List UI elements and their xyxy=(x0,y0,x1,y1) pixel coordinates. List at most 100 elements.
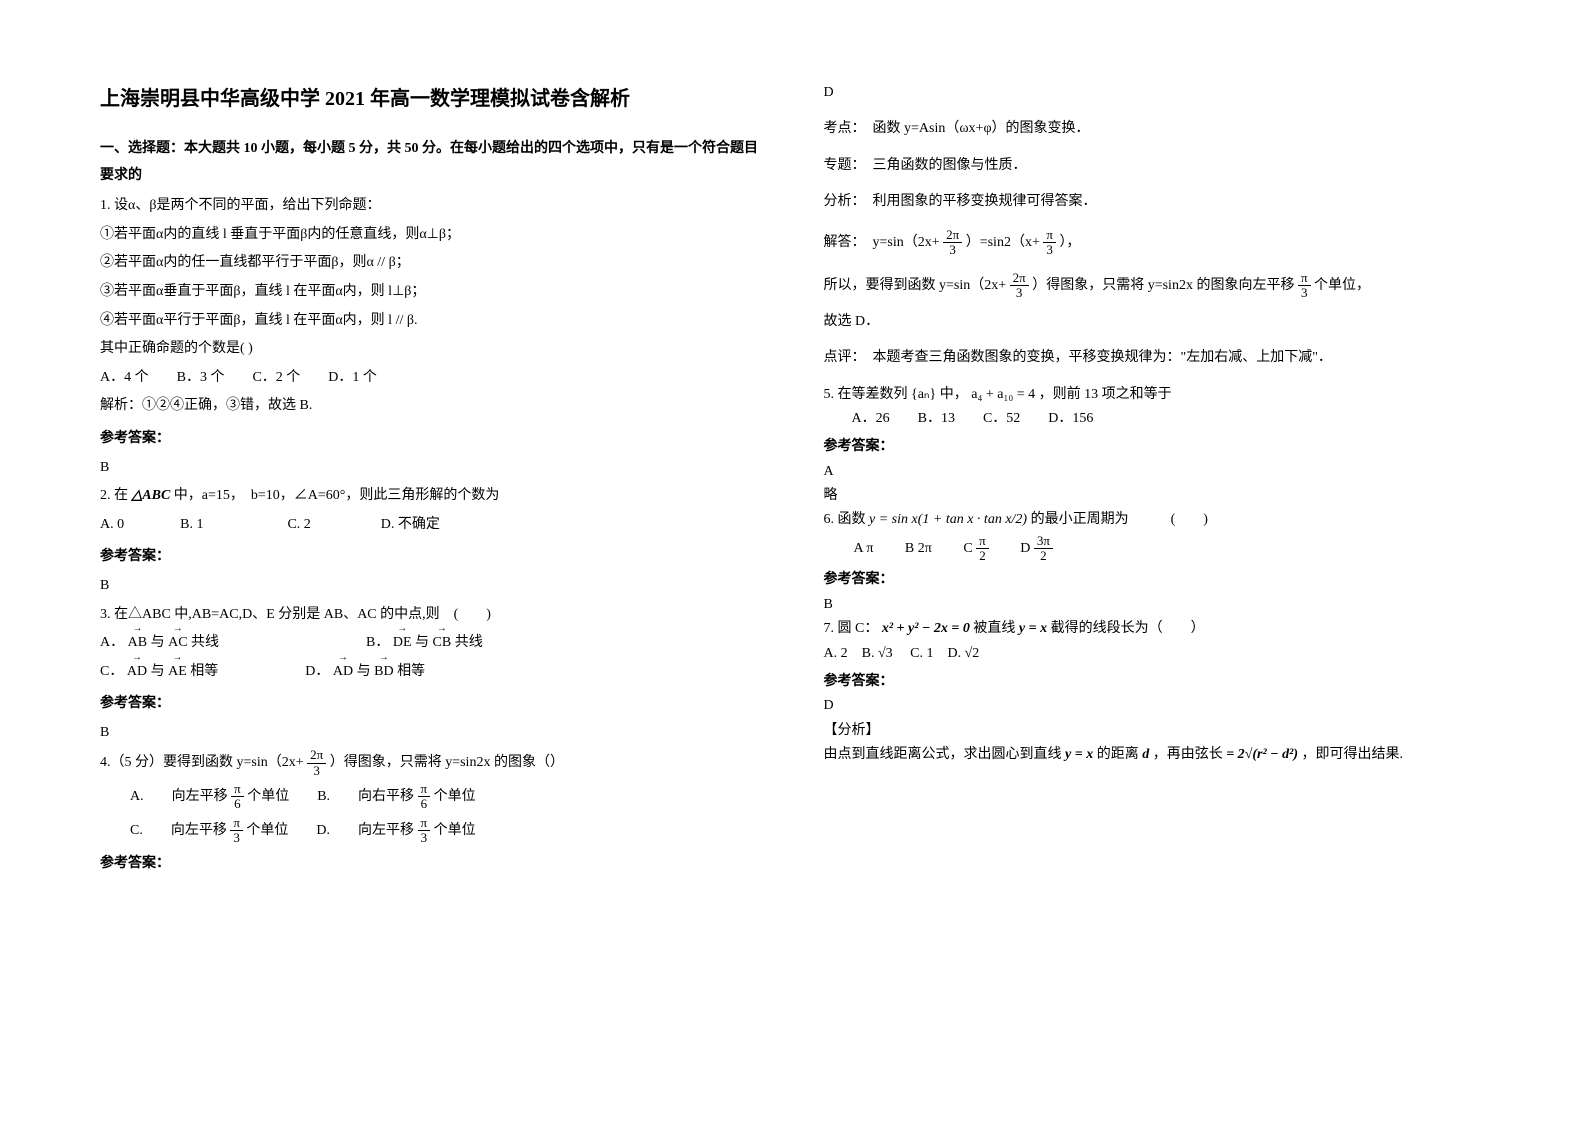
q4-optA-pre: A. 向左平移 xyxy=(130,789,231,804)
q7-analysis-head: 【分析】 xyxy=(824,720,1488,742)
q7-ana-pre: 由点到直线距离公式，求出圆心到直线 xyxy=(824,747,1066,762)
q2-pre: 2. 在 xyxy=(100,488,128,503)
q6-fracC: π 2 xyxy=(976,534,989,564)
q4-optB-post: 个单位 xyxy=(434,789,476,804)
r5-num1: 2π xyxy=(1010,271,1029,286)
q4-den: 3 xyxy=(307,764,326,778)
q4-optC-pre: C. 向左平移 xyxy=(130,823,230,838)
r4-num2: π xyxy=(1043,228,1056,243)
q4-denC: 3 xyxy=(230,831,243,845)
q6-denC: 2 xyxy=(976,549,989,563)
q7-eq1: x² + y² − 2x = 0 xyxy=(882,621,970,636)
q4-numB: π xyxy=(418,782,431,797)
q5-post: ，则前 13 项之和等于 xyxy=(1039,387,1172,402)
q3-answer-label: 参考答案： xyxy=(100,691,764,718)
r5-den2: 3 xyxy=(1298,286,1311,300)
r4-den1: 3 xyxy=(943,243,962,257)
q4-fracD: π 3 xyxy=(418,816,431,846)
q7-analysis: 由点到直线距离公式，求出圆心到直线 y = x 的距离 d ，再由弦长 = 2√… xyxy=(824,744,1488,766)
q7-ana-eq: y = x xyxy=(1065,747,1093,762)
q5-pre: 5. 在等差数列 xyxy=(824,387,908,402)
q4-optA-post: 个单位 B. 向右平移 xyxy=(247,789,417,804)
q2-triangle: △ABC xyxy=(132,488,171,503)
r-line6: 故选 D． xyxy=(824,311,1488,333)
q4-optD-post: 个单位 xyxy=(434,823,476,838)
q4-numD: π xyxy=(418,816,431,831)
q7-ana-chord: = 2√(r² − d²) xyxy=(1226,747,1298,762)
r5-num2: π xyxy=(1298,271,1311,286)
q6-numD: 3π xyxy=(1034,534,1053,549)
q7-ana-post: ，即可得出结果. xyxy=(1302,747,1404,762)
r5-post: 个单位， xyxy=(1314,278,1370,293)
q6-optB: B 2π xyxy=(905,541,932,556)
q7-opts-pre: A. 2 B. xyxy=(824,646,878,661)
q4-optC-post: 个单位 D. 向左平移 xyxy=(246,823,417,838)
q1-stem: 1. 设α、β是两个不同的平面，给出下列命题： xyxy=(100,193,764,220)
q3-optB-tail: 共线 xyxy=(455,635,483,650)
q1-l4: ④若平面α平行于平面β，直线 l 在平面α内，则 l // β. xyxy=(100,308,764,335)
section-1-heading: 一、选择题：本大题共 10 小题，每小题 5 分，共 50 分。在每小题给出的四… xyxy=(100,136,764,189)
q6-options: A π B 2π C π 2 D 3π 2 xyxy=(854,534,1488,564)
q4-fracA: π 6 xyxy=(231,782,244,812)
q3-optB-mid: 与 xyxy=(415,635,433,650)
q7-options: A. 2 B. √3 C. 1 D. √2 xyxy=(824,643,1488,665)
q7-answer-label: 参考答案： xyxy=(824,671,1488,693)
q6-denD: 2 xyxy=(1034,549,1053,563)
r4-pre: 解答： y=sin（2x+ xyxy=(824,235,944,250)
q6-optC-pre: C xyxy=(963,541,976,556)
q4-denA: 6 xyxy=(231,797,244,811)
r4-den2: 3 xyxy=(1043,243,1056,257)
r-line1: 考点： 函数 y=Asin（ωx+φ）的图象变换． xyxy=(824,118,1488,140)
q6-pre: 6. 函数 xyxy=(824,512,870,527)
q3-optD-tail: 相等 xyxy=(397,664,425,679)
q3-optC-mid: 与 xyxy=(151,664,169,679)
q3-answer: B xyxy=(100,720,764,747)
q4-post: ）得图象，只需将 y=sin2x 的图象（） xyxy=(330,755,564,770)
q4-row2: C. 向左平移 π 3 个单位 D. 向左平移 π 3 个单位 xyxy=(130,816,764,846)
r5-frac1: 2π 3 xyxy=(1010,271,1029,301)
r5-den1: 3 xyxy=(1010,286,1029,300)
q5-answer: A xyxy=(824,461,1488,483)
q7-ana-d: d xyxy=(1142,747,1149,762)
exam-title: 上海崇明县中华高级中学 2021 年高一数学理模拟试卷含解析 xyxy=(100,80,764,118)
q3-optC-tail: 相等 xyxy=(190,664,218,679)
q7-pre: 7. 圆 C： xyxy=(824,621,879,636)
q4-frac: 2π 3 xyxy=(307,748,326,778)
q6-optD-pre: D xyxy=(1020,541,1034,556)
q6-answer-label: 参考答案： xyxy=(824,569,1488,591)
r4-post: ）， xyxy=(1059,235,1080,250)
q5-cond: a₄ + a₁₀ = 4 xyxy=(971,387,1035,402)
q4-num: 2π xyxy=(307,748,326,763)
q4-fracC: π 3 xyxy=(230,816,243,846)
q5-stem: 5. 在等差数列 {aₙ} 中， a₄ + a₁₀ = 4 ，则前 13 项之和… xyxy=(824,384,1488,406)
r-line3: 分析： 利用图象的平移变换规律可得答案． xyxy=(824,191,1488,213)
q3-row2: C． AD 与 AE 相等 D． AD 与 BD 相等 xyxy=(100,659,764,686)
q7-mid: 被直线 xyxy=(973,621,1019,636)
q3-optA-pre: A． xyxy=(100,635,124,650)
q4-row1: A. 向左平移 π 6 个单位 B. 向右平移 π 6 个单位 xyxy=(130,782,764,812)
q6-numC: π xyxy=(976,534,989,549)
r-line7: 点评： 本题考查三角函数图象的变换，平移变换规律为："左加右减、上加下减"． xyxy=(824,347,1488,369)
vec-de: DE xyxy=(393,630,412,657)
q7-stem: 7. 圆 C： x² + y² − 2x = 0 被直线 y = x 截得的线段… xyxy=(824,618,1488,640)
q1-l3: ③若平面α垂直于平面β，直线 l 在平面α内，则 l⊥β； xyxy=(100,279,764,306)
q4-answer-label: 参考答案： xyxy=(100,851,764,878)
q5-options: A．26 B．13 C．52 D．156 xyxy=(824,408,1488,430)
q7-ana-mid2: ，再由弦长 xyxy=(1153,747,1227,762)
q4-numC: π xyxy=(230,816,243,831)
q2-post: 中，a=15， b=10，∠A=60°，则此三角形解的个数为 xyxy=(174,488,500,503)
q6-fracD: 3π 2 xyxy=(1034,534,1053,564)
r4-mid: ）=sin2（x+ xyxy=(966,235,1044,250)
q2-stem: 2. 在 △ABC 中，a=15， b=10，∠A=60°，则此三角形解的个数为 xyxy=(100,483,764,510)
vec-ad2: AD xyxy=(333,659,353,686)
r5-mid: ）得图象，只需将 y=sin2x 的图象向左平移 xyxy=(1032,278,1298,293)
r4-frac2: π 3 xyxy=(1043,228,1056,258)
q7-sqrt2: √2 xyxy=(965,646,980,661)
q3-row1: A． AB 与 AC 共线 B． DE 与 CB 共线 xyxy=(100,630,764,657)
q6-answer: B xyxy=(824,594,1488,616)
q2-options: A. 0 B. 1 C. 2 D. 不确定 xyxy=(100,512,764,539)
vec-ad: AD xyxy=(127,659,147,686)
q5-answer-label: 参考答案： xyxy=(824,436,1488,458)
q6-optA: A π xyxy=(854,541,874,556)
q3-optA-mid: 与 xyxy=(151,635,169,650)
